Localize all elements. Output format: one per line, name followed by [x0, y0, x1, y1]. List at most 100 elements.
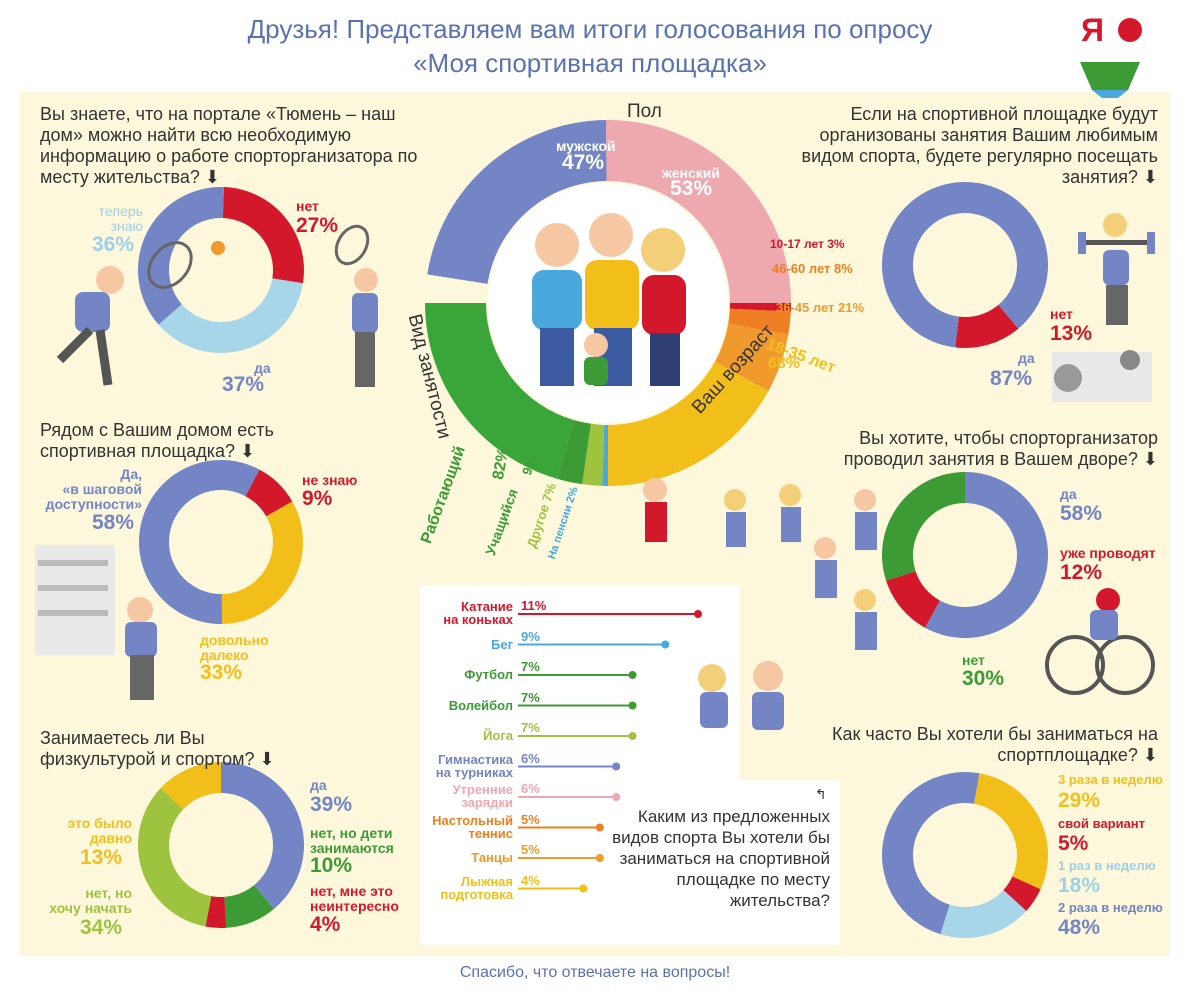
- q3-donut-slice-3: [205, 896, 227, 928]
- age-ring-slice-3: [714, 323, 789, 392]
- mother-head: [641, 228, 685, 272]
- q6-b-pct: 5%: [1058, 832, 1089, 855]
- sport-pct: 5%: [521, 842, 540, 857]
- sport-name: Йога: [408, 729, 513, 742]
- sport-name: Катание на коньках: [408, 600, 513, 626]
- q6-c-pct: 18%: [1058, 874, 1101, 897]
- q6-c-label: 1 раз в неделю: [1058, 858, 1156, 873]
- q2-question: Рядом с Вашим домом есть спортивная площ…: [40, 420, 274, 461]
- sport-pct: 4%: [521, 872, 540, 888]
- tennis-player-right: [334, 224, 378, 387]
- q6-donut-slice-1: [974, 773, 1048, 890]
- q3-ni-label1: нет, мне это: [310, 883, 393, 899]
- sport-name-line2: зарядки: [461, 795, 513, 810]
- sport-name-line1: Утренние: [452, 782, 513, 797]
- age4-pct: 68%: [768, 355, 801, 372]
- sport-pct: 6%: [521, 750, 540, 766]
- q2-donut-slice-2: [221, 501, 303, 624]
- sport-name: Утренние зарядки: [408, 783, 513, 809]
- q1-no-label: нет: [296, 198, 319, 214]
- sport-pct: 5%: [521, 811, 540, 827]
- q2-dk-label: не знаю: [302, 472, 358, 488]
- sport-name: Волейбол: [408, 699, 513, 712]
- occupation-ring-slice-3: [556, 420, 591, 485]
- q4-question: Если на спортивной площадке будут органи…: [801, 104, 1158, 187]
- footer-text: Спасибо, что отвечаете на вопросы!: [459, 964, 731, 981]
- sport-name-line1: Волейбол: [448, 697, 513, 713]
- sport-name: Бег: [408, 638, 513, 651]
- q3-want-pct: 34%: [80, 916, 123, 939]
- q4-donut-slice-2: [881, 182, 1048, 348]
- q6-question: Как часто Вы хотели бы заниматься на спо…: [831, 724, 1158, 765]
- q5-donut-slice-1: [925, 472, 1048, 638]
- occupation-ring-slice-1: [602, 424, 608, 486]
- q5-donut-slice-2: [886, 571, 940, 628]
- page-subtitle: «Моя спортивная площадка»: [413, 48, 767, 78]
- sport-name: Футбол: [408, 668, 513, 681]
- sport-pct: 6%: [521, 781, 540, 796]
- dumbbell-rack: [35, 545, 115, 655]
- q5-yes-pct: 58%: [1060, 502, 1103, 525]
- q6-donut-slice-3: [940, 890, 1027, 938]
- gym-equipment: [1052, 350, 1152, 402]
- sport-name-line1: Лыжная: [460, 873, 513, 889]
- q3-donut-slice-2: [224, 885, 274, 928]
- sport-name-line1: Катание: [461, 599, 513, 614]
- q3-donut-slice-5: [160, 762, 221, 810]
- q6-d-label: 2 раза в неделю: [1058, 900, 1163, 915]
- sport-bar-end: [661, 640, 670, 649]
- q4-donut-slice-1: [955, 304, 1019, 348]
- q6-d-pct: 48%: [1058, 916, 1101, 939]
- family-illustration: [488, 183, 728, 423]
- mother-legs: [650, 333, 680, 386]
- sport-name: Настольный теннис: [408, 814, 513, 840]
- q3-kids-pct: 10%: [310, 854, 353, 877]
- q4-no-pct: 13%: [1050, 322, 1093, 345]
- q4-yes-label: да: [1018, 350, 1035, 366]
- weightlifter: [1078, 213, 1155, 325]
- sport-pct: 7%: [521, 689, 540, 705]
- q5-already-label: уже проводят: [1060, 545, 1156, 561]
- occupation-ring-slice-4: [425, 303, 574, 479]
- page-title: Друзья! Представляем вам итоги голосован…: [247, 14, 933, 44]
- q1-now-label1: теперь: [98, 203, 144, 219]
- q3-yes-pct: 39%: [310, 793, 353, 816]
- q3-long-label1: это было: [67, 815, 132, 831]
- q6-a-pct: 29%: [1058, 789, 1101, 812]
- q2-far-label1: довольно: [200, 632, 269, 648]
- female-label: женский: [662, 165, 720, 181]
- q2-dk-pct: 9%: [302, 487, 333, 510]
- sport-pct: 7%: [521, 720, 540, 735]
- q2-donut-slice-1: [245, 469, 293, 517]
- female-pct: 53%: [670, 177, 713, 200]
- child-body: [584, 357, 608, 385]
- child-head: [584, 333, 608, 357]
- q2-yes-label2: «в шаговой: [62, 481, 142, 497]
- q6-b-label: свой вариант: [1058, 816, 1146, 831]
- sport-name: Лыжная подготовка: [408, 875, 513, 901]
- sport-bar-end: [628, 732, 637, 740]
- sport-name: Гимнастика на турниках: [408, 753, 513, 779]
- q1-no-pct: 27%: [296, 214, 339, 237]
- sport-name-line1: Гимнастика: [437, 751, 513, 767]
- center-ring-chart: [425, 120, 791, 486]
- sport-name: Танцы: [408, 851, 513, 864]
- q3-want-label2: хочу начать: [49, 900, 132, 916]
- sport-bar-end: [628, 671, 637, 679]
- cyclist: [1045, 588, 1155, 695]
- q3-kids-label1: нет, но дети: [310, 825, 393, 841]
- q5-donut-slice-3: [882, 472, 965, 581]
- q6-donut-slice-4: [882, 772, 980, 935]
- sport-name-line2: теннис: [468, 825, 513, 841]
- runners: [698, 661, 784, 730]
- q3-donut-slice-1: [221, 762, 304, 909]
- q1-yes-pct: 37%: [222, 373, 265, 396]
- q2-yes-label3: доступности»: [45, 496, 142, 512]
- q1-yes-label: да: [254, 360, 271, 376]
- q5-question: Вы хотите, чтобы спорторганизатор провод…: [843, 428, 1158, 469]
- sex-title: Пол: [627, 101, 662, 122]
- sport-pct: 11%: [521, 598, 547, 613]
- grandpa-legs: [540, 328, 574, 386]
- q1-donut-slice-2: [158, 278, 303, 353]
